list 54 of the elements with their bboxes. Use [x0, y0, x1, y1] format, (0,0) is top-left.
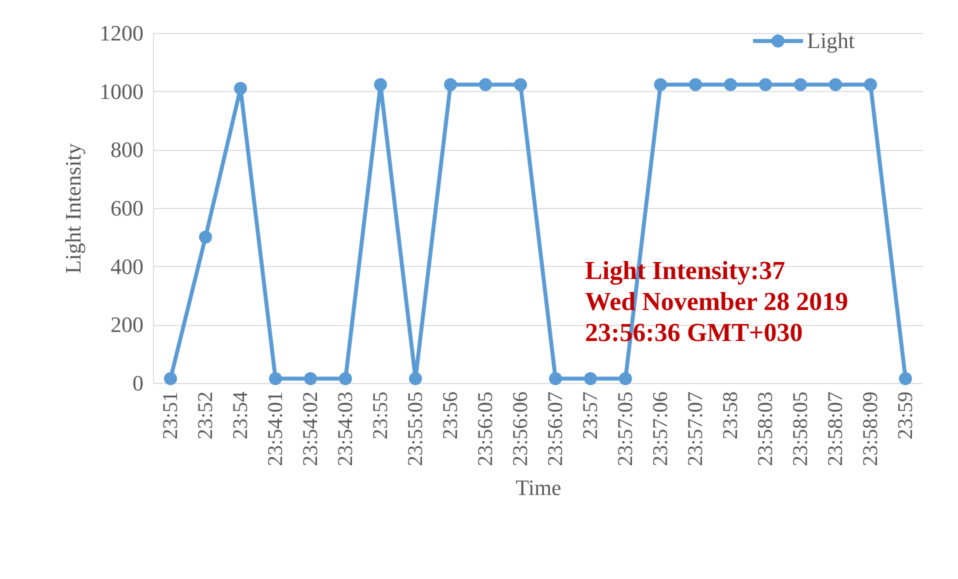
y-tick-label: 800 — [110, 137, 144, 162]
point — [234, 82, 248, 95]
point — [374, 78, 388, 92]
x-tick-label: 23:58:09 — [858, 392, 882, 466]
x-tick-label: 23:57:07 — [683, 392, 707, 466]
y-tick-label: 200 — [110, 312, 144, 338]
point — [584, 372, 598, 386]
x-tick-label: 23:58:03 — [753, 392, 777, 466]
point — [654, 78, 668, 92]
point — [338, 372, 352, 386]
y-tick-label: 400 — [110, 254, 144, 279]
x-tick-label: 23:54 — [228, 391, 252, 440]
x-tick-label: 23:56:06 — [508, 392, 532, 466]
point — [198, 230, 212, 244]
point — [478, 78, 492, 92]
y-tick-label: 1200 — [100, 20, 144, 46]
x-axis-title: Time — [516, 475, 562, 500]
point — [758, 78, 772, 92]
legend-label: Light — [807, 28, 855, 53]
y-tick-label: 0 — [132, 370, 144, 396]
x-tick-label: 23:56 — [438, 392, 462, 440]
x-tick-label: 23:57:06 — [648, 392, 672, 466]
point — [514, 78, 528, 92]
point — [688, 78, 702, 92]
x-tick-label: 23:57 — [578, 392, 602, 440]
point — [794, 78, 808, 92]
x-tick-label: 23:58 — [718, 392, 742, 440]
x-tick-label: 23:55:05 — [403, 392, 427, 466]
point — [724, 78, 738, 92]
y-tick-label: 600 — [110, 196, 144, 220]
point — [304, 372, 318, 386]
x-tick-label: 23:54:01 — [263, 392, 287, 466]
x-tick-label: 23:59 — [893, 392, 917, 440]
x-tick-label: 23:57:05 — [613, 392, 637, 466]
point — [864, 78, 878, 92]
y-tick-label: 1000 — [100, 78, 144, 104]
x-tick-label: 23:55 — [368, 392, 392, 440]
x-tick-label: 23:56:07 — [543, 392, 567, 466]
x-tick-label: 23:54:02 — [298, 392, 322, 466]
point — [828, 78, 842, 92]
point — [268, 372, 282, 386]
y-axis-title: Light Intensity — [60, 143, 86, 274]
point — [408, 372, 422, 386]
x-tick-label: 23:52 — [193, 392, 217, 440]
point — [618, 372, 632, 386]
point — [444, 78, 458, 92]
x-tick-label: 23:56:05 — [473, 392, 497, 466]
x-tick-label: 23:58:07 — [823, 392, 847, 466]
x-tick-label: 23:58:05 — [788, 392, 812, 466]
x-tick-label: 23:51 — [158, 392, 182, 440]
point — [548, 372, 562, 386]
x-tick-label: 23:54:03 — [333, 392, 357, 466]
point — [164, 372, 178, 386]
point — [898, 372, 912, 386]
